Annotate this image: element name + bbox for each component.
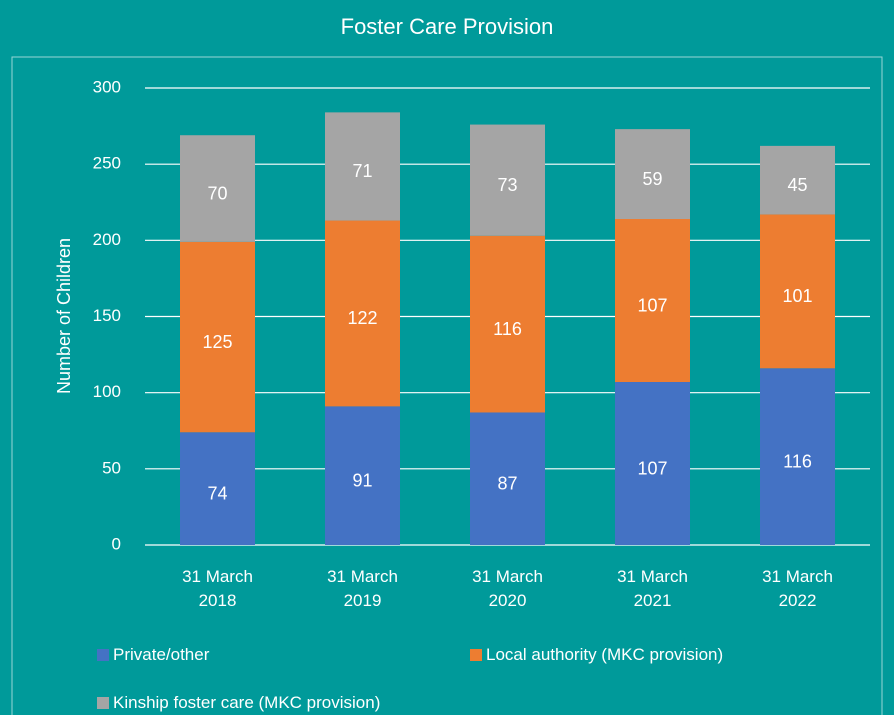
legend-label: Local authority (MKC provision) <box>486 645 724 664</box>
data-label: 74 <box>207 483 227 503</box>
data-label: 116 <box>783 451 812 471</box>
bar-segment <box>760 214 835 369</box>
legend-item: Private/other <box>97 645 209 665</box>
data-label: 107 <box>637 295 667 315</box>
bar-segment <box>760 145 835 215</box>
y-tick-label: 300 <box>93 77 121 96</box>
data-label: 101 <box>782 286 812 306</box>
data-label: 73 <box>497 175 517 195</box>
y-tick-label: 0 <box>112 534 121 553</box>
legend-swatch <box>97 697 109 709</box>
x-tick-label: 31 March 2022 <box>762 567 833 610</box>
bar-segment <box>615 219 690 383</box>
bar-segment <box>470 412 545 545</box>
y-tick-label: 150 <box>93 306 121 325</box>
y-tick-label: 250 <box>93 154 121 173</box>
x-tick-label: 31 March 2021 <box>617 567 688 610</box>
bar-segment <box>470 124 545 236</box>
data-label: 59 <box>642 169 662 189</box>
bar-segment <box>325 220 400 407</box>
legend-item: Local authority (MKC provision) <box>470 645 723 665</box>
bar-segment <box>180 135 255 242</box>
data-label: 45 <box>787 175 807 195</box>
y-tick-label: 100 <box>93 382 121 401</box>
bar-segment <box>180 241 255 433</box>
x-tick-label: 31 March 2020 <box>472 567 543 610</box>
data-label: 107 <box>637 458 667 478</box>
data-label: 71 <box>352 161 372 181</box>
y-axis-label: Number of Children <box>54 238 74 394</box>
legend-swatch <box>97 649 109 661</box>
bar-segment <box>615 382 690 545</box>
legend-item: Kinship foster care (MKC provision) <box>97 693 380 713</box>
x-tick-label: 31 March 2019 <box>327 567 398 610</box>
y-tick-label: 50 <box>102 458 121 477</box>
bar-segment <box>325 112 400 221</box>
data-label: 122 <box>347 308 377 328</box>
x-tick-label: 31 March 2018 <box>182 567 253 610</box>
data-label: 70 <box>207 183 227 203</box>
data-label: 87 <box>497 473 517 493</box>
y-tick-label: 200 <box>93 230 121 249</box>
bar-segment <box>760 368 835 545</box>
bar-segment <box>180 432 255 545</box>
bar-segment <box>615 129 690 220</box>
legend-label: Private/other <box>113 645 210 664</box>
legend-swatch <box>470 649 482 661</box>
chart-title: Foster Care Provision <box>341 14 554 39</box>
bar-segment <box>470 235 545 413</box>
bar-segment <box>325 406 400 545</box>
data-label: 116 <box>493 319 522 339</box>
data-label: 125 <box>202 332 232 352</box>
data-label: 91 <box>352 470 372 490</box>
legend-label: Kinship foster care (MKC provision) <box>113 693 381 712</box>
plot-border <box>11 56 883 715</box>
